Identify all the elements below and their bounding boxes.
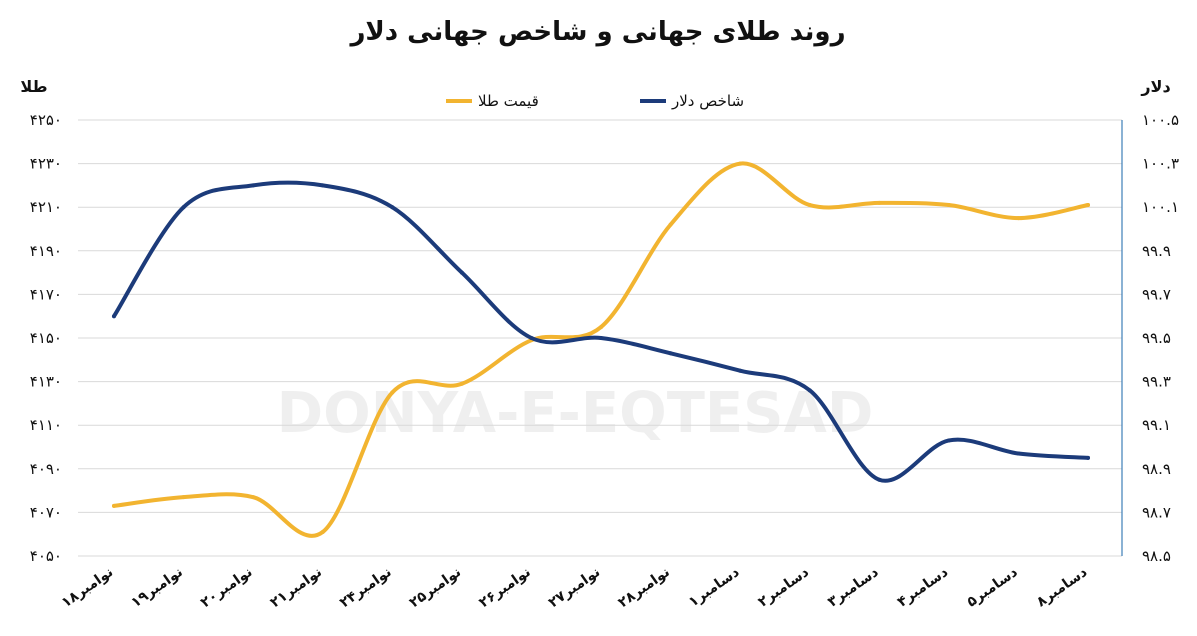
dollar-point-1 bbox=[181, 205, 186, 210]
left-tick-label: ۴۱۱۰ bbox=[30, 416, 62, 434]
right-tick-label: ۱۰۰.۱ bbox=[1142, 198, 1179, 216]
x-tick-label: ۱۹نوامبر bbox=[128, 564, 186, 611]
dollar-point-6 bbox=[529, 336, 534, 340]
gold-price-line bbox=[112, 161, 1090, 538]
x-tick-label: ۱دسامبر bbox=[686, 564, 743, 610]
gold-point-8 bbox=[668, 222, 673, 227]
left-tick-label: ۴۱۵۰ bbox=[30, 329, 62, 347]
right-tick-label: ۹۹.۹ bbox=[1142, 242, 1171, 260]
left-tick-label: ۴۰۵۰ bbox=[30, 547, 62, 565]
right-tick-label: ۹۸.۷ bbox=[1142, 503, 1171, 521]
dollar-point-2 bbox=[251, 183, 256, 188]
x-tick-label: ۲۷نوامبر bbox=[546, 564, 604, 611]
legend-label-gold: قیمت طلا bbox=[478, 92, 539, 110]
left-tick-label: ۴۰۹۰ bbox=[30, 460, 62, 478]
left-axis-ticks: ۴۰۵۰ ۴۰۷۰ ۴۰۹۰ ۴۱۱۰ ۴۱۳۰ ۴۱۵۰ ۴۱۷۰ ۴۱۹۰ ۴۲۱۰ ۴۲۳۰… bbox=[30, 111, 62, 565]
dollar-point-9 bbox=[738, 368, 743, 373]
x-tick-label: ۱۸نوامبر bbox=[59, 564, 117, 611]
x-tick-label: ۳دسامبر bbox=[825, 564, 882, 610]
gold-point-7 bbox=[599, 325, 603, 330]
right-tick-label: ۹۹.۵ bbox=[1142, 329, 1171, 347]
right-tick-label: ۹۹.۱ bbox=[1142, 416, 1171, 434]
gold-point-0 bbox=[112, 503, 116, 508]
right-tick-label: ۱۰۰.۵ bbox=[1142, 111, 1179, 129]
watermark-text: DONYA-E-EQTESAD bbox=[277, 381, 874, 446]
gold-point-2 bbox=[251, 495, 256, 500]
right-axis-ticks: ۹۸.۵ ۹۸.۷ ۹۸.۹ ۹۹.۱ ۹۹.۳ ۹۹.۵ ۹۹.۷ ۹۹.۹ ۱۰۰.۱ ۱۰۰… bbox=[1142, 111, 1179, 565]
left-tick-label: ۴۱۳۰ bbox=[30, 373, 62, 391]
x-tick-label: ۲۶نوامبر bbox=[476, 564, 534, 611]
gold-point-5 bbox=[459, 381, 464, 386]
dollar-point-11 bbox=[877, 477, 882, 482]
dollar-point-5 bbox=[459, 270, 464, 275]
dollar-point-7 bbox=[599, 336, 603, 340]
x-tick-label: ۵دسامبر bbox=[964, 564, 1021, 610]
dollar-point-10 bbox=[807, 388, 812, 393]
gold-point-12 bbox=[946, 203, 951, 208]
dollar-point-0 bbox=[112, 314, 116, 319]
gold-point-13 bbox=[1016, 216, 1021, 221]
gold-point-14 bbox=[1086, 203, 1090, 208]
x-tick-label: ۲۸نوامبر bbox=[615, 564, 673, 611]
dollar-point-14 bbox=[1086, 455, 1090, 460]
gold-point-3 bbox=[320, 530, 325, 535]
left-tick-label: ۴۲۱۰ bbox=[30, 198, 62, 216]
left-tick-label: ۴۲۳۰ bbox=[30, 155, 62, 173]
x-tick-label: ۸دسامبر bbox=[1034, 564, 1091, 610]
right-tick-label: ۱۰۰.۳ bbox=[1142, 155, 1179, 173]
gold-point-10 bbox=[807, 203, 812, 208]
x-tick-label: ۲دسامبر bbox=[755, 564, 812, 610]
x-tick-label: ۲۴نوامبر bbox=[337, 564, 395, 611]
gold-point-9 bbox=[738, 161, 743, 166]
legend-label-dollar: شاخص دلار bbox=[671, 92, 744, 110]
left-tick-label: ۴۱۹۰ bbox=[30, 242, 62, 260]
right-tick-label: ۹۹.۳ bbox=[1142, 373, 1171, 391]
dollar-point-8 bbox=[668, 351, 673, 356]
left-axis-label: طلا bbox=[20, 77, 47, 96]
left-tick-label: ۴۱۷۰ bbox=[30, 285, 62, 303]
right-tick-label: ۹۹.۷ bbox=[1142, 285, 1171, 303]
x-axis-ticks: ۱۸نوامبر ۱۹نوامبر ۲۰نوامبر ۲۱نوامبر ۲۴نوامبر… bbox=[59, 564, 1091, 611]
x-tick-label: ۲۵نوامبر bbox=[407, 564, 465, 611]
left-tick-label: ۴۰۷۰ bbox=[30, 503, 62, 521]
gold-point-1 bbox=[181, 495, 186, 500]
chart-title: روند طلای جهانی و شاخص جهانی دلار bbox=[348, 17, 845, 47]
dollar-point-4 bbox=[390, 205, 395, 210]
gold-point-4 bbox=[390, 390, 395, 395]
dollar-point-3 bbox=[320, 183, 325, 188]
legend: قیمت طلا شاخص دلار bbox=[446, 92, 744, 110]
x-tick-label: ۲۰نوامبر bbox=[198, 564, 256, 611]
right-tick-label: ۹۸.۹ bbox=[1142, 460, 1171, 478]
dollar-point-12 bbox=[946, 438, 951, 443]
left-tick-label: ۴۲۵۰ bbox=[30, 111, 62, 129]
right-tick-label: ۹۸.۵ bbox=[1142, 547, 1171, 565]
dollar-point-13 bbox=[1016, 451, 1021, 456]
right-axis-label: دلار bbox=[1140, 77, 1170, 96]
series-lines bbox=[112, 161, 1090, 538]
gold-point-11 bbox=[877, 200, 882, 205]
x-tick-label: ۴دسامبر bbox=[895, 564, 952, 610]
x-tick-label: ۲۱نوامبر bbox=[267, 564, 325, 611]
